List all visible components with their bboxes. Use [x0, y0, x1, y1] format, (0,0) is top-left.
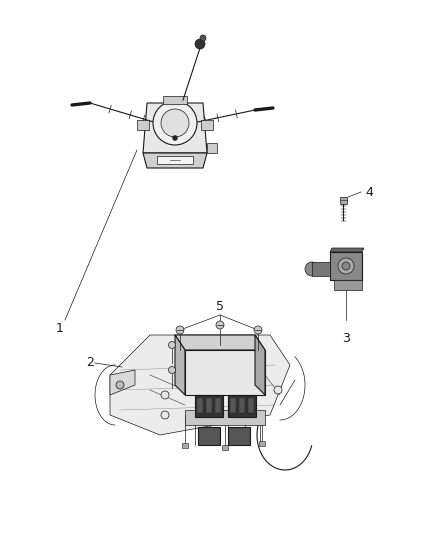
- Polygon shape: [185, 410, 265, 425]
- Circle shape: [195, 39, 205, 49]
- Circle shape: [338, 258, 354, 274]
- Polygon shape: [143, 103, 207, 153]
- Circle shape: [169, 342, 176, 349]
- Bar: [137, 120, 149, 130]
- Bar: [163, 96, 187, 104]
- Circle shape: [216, 321, 224, 329]
- Circle shape: [176, 326, 184, 334]
- Circle shape: [342, 262, 350, 270]
- Bar: [201, 120, 213, 130]
- Bar: [215, 398, 221, 413]
- Polygon shape: [175, 335, 265, 350]
- Circle shape: [153, 101, 197, 145]
- Circle shape: [173, 135, 177, 141]
- Circle shape: [254, 326, 262, 334]
- Bar: [259, 441, 265, 446]
- Bar: [339, 197, 346, 204]
- Circle shape: [161, 411, 169, 419]
- Polygon shape: [185, 350, 265, 395]
- Bar: [222, 445, 228, 450]
- Bar: [330, 252, 362, 280]
- Bar: [157, 156, 193, 164]
- Polygon shape: [175, 335, 185, 395]
- Bar: [198, 427, 220, 445]
- Bar: [334, 280, 362, 290]
- Circle shape: [305, 262, 319, 276]
- Polygon shape: [143, 153, 207, 168]
- Bar: [248, 398, 254, 413]
- Polygon shape: [255, 335, 265, 395]
- Polygon shape: [110, 335, 290, 435]
- Bar: [206, 398, 212, 413]
- Bar: [239, 398, 245, 413]
- Bar: [195, 395, 223, 417]
- Circle shape: [116, 381, 124, 389]
- Bar: [230, 398, 236, 413]
- Circle shape: [161, 391, 169, 399]
- Circle shape: [200, 35, 206, 41]
- Bar: [207, 143, 217, 153]
- Polygon shape: [330, 248, 364, 252]
- Circle shape: [161, 109, 189, 137]
- Circle shape: [169, 367, 176, 374]
- Bar: [228, 427, 250, 445]
- Bar: [197, 398, 203, 413]
- Circle shape: [274, 386, 282, 394]
- Text: 3: 3: [342, 332, 350, 344]
- Text: 2: 2: [86, 357, 94, 369]
- Text: 1: 1: [56, 321, 64, 335]
- Polygon shape: [110, 370, 135, 395]
- Bar: [228, 395, 256, 417]
- Bar: [312, 262, 330, 276]
- Bar: [182, 443, 188, 448]
- Text: 5: 5: [216, 301, 224, 313]
- Text: 4: 4: [365, 185, 373, 198]
